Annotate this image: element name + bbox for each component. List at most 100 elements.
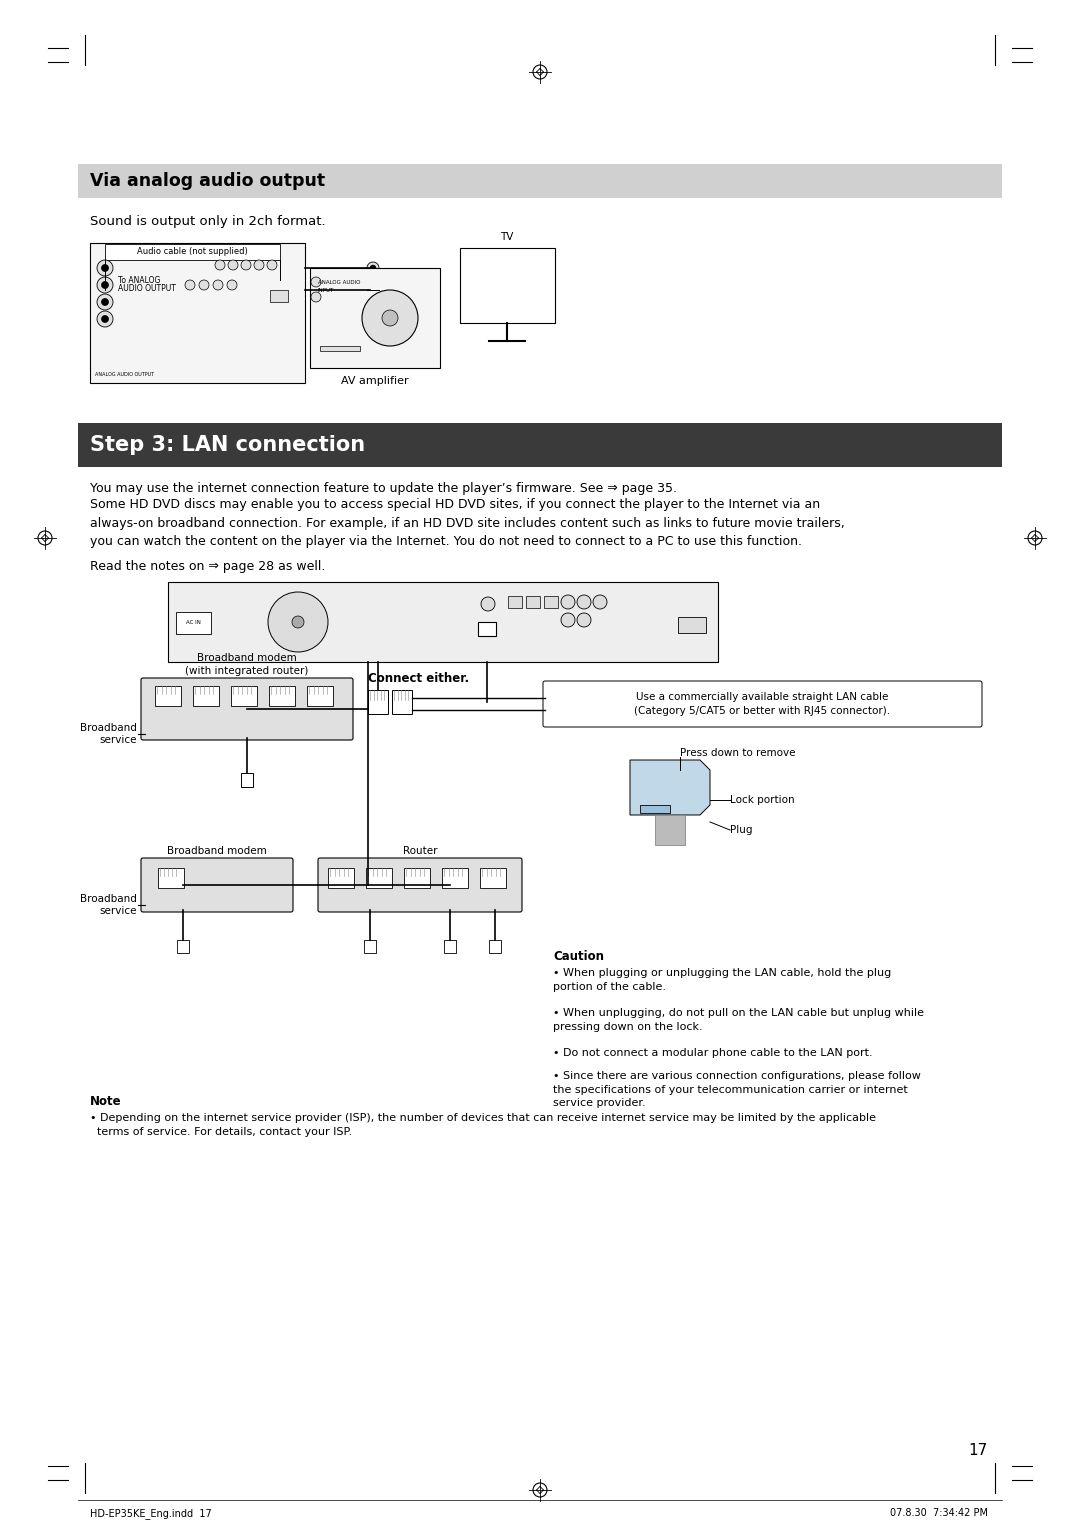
Bar <box>460 248 555 322</box>
Bar <box>366 868 392 888</box>
Text: Note: Note <box>90 1096 122 1108</box>
Text: INPUT: INPUT <box>318 287 334 293</box>
Text: Use a commercially available straight LAN cable
(Category 5/CAT5 or better with : Use a commercially available straight LA… <box>634 692 891 715</box>
Text: Read the notes on ⇒ page 28 as well.: Read the notes on ⇒ page 28 as well. <box>90 559 325 573</box>
Bar <box>156 686 181 706</box>
FancyBboxPatch shape <box>141 859 293 912</box>
Circle shape <box>267 260 276 270</box>
Text: AV amplifier: AV amplifier <box>341 376 409 387</box>
Text: Router: Router <box>403 847 437 856</box>
Text: AUDIO OUTPUT: AUDIO OUTPUT <box>118 284 176 293</box>
Circle shape <box>367 284 379 296</box>
Bar <box>678 617 706 633</box>
Bar <box>241 773 253 787</box>
Circle shape <box>102 264 108 272</box>
Bar <box>320 345 360 351</box>
Bar <box>640 805 670 813</box>
Circle shape <box>228 260 238 270</box>
Text: • Since there are various connection configurations, please follow
the specifica: • Since there are various connection con… <box>553 1071 921 1108</box>
Circle shape <box>382 310 399 325</box>
Bar <box>480 868 507 888</box>
Circle shape <box>561 594 575 610</box>
Circle shape <box>362 290 418 345</box>
Bar <box>105 244 280 260</box>
Circle shape <box>593 594 607 610</box>
Text: Plug: Plug <box>730 825 753 834</box>
Text: Via analog audio output: Via analog audio output <box>90 173 325 189</box>
Text: • Do not connect a modular phone cable to the LAN port.: • Do not connect a modular phone cable t… <box>553 1048 873 1057</box>
Bar <box>269 686 295 706</box>
Bar <box>489 940 501 953</box>
Circle shape <box>213 280 222 290</box>
Circle shape <box>215 260 225 270</box>
Bar <box>444 940 456 953</box>
Circle shape <box>102 298 108 306</box>
Bar <box>270 290 288 303</box>
Circle shape <box>577 613 591 626</box>
Text: To ANALOG: To ANALOG <box>118 277 160 286</box>
Bar <box>168 582 718 662</box>
Text: TV: TV <box>500 232 514 241</box>
Text: Lock portion: Lock portion <box>730 795 795 805</box>
Text: Caution: Caution <box>553 950 604 963</box>
Bar <box>78 163 1002 199</box>
Text: Audio cable (not supplied): Audio cable (not supplied) <box>137 248 248 257</box>
Bar <box>307 686 333 706</box>
Circle shape <box>311 277 321 287</box>
Text: Connect either.: Connect either. <box>368 672 469 685</box>
Circle shape <box>97 277 113 293</box>
Text: • When unplugging, do not pull on the LAN cable but unplug while
pressing down o: • When unplugging, do not pull on the LA… <box>553 1008 924 1031</box>
Text: 07.8.30  7:34:42 PM: 07.8.30 7:34:42 PM <box>890 1508 988 1517</box>
Bar <box>158 868 184 888</box>
Text: AC IN: AC IN <box>186 620 201 625</box>
Text: Broadband modem
(with integrated router): Broadband modem (with integrated router) <box>186 652 309 675</box>
FancyBboxPatch shape <box>141 678 353 740</box>
Bar <box>544 596 558 608</box>
Circle shape <box>97 260 113 277</box>
Polygon shape <box>630 759 710 814</box>
Circle shape <box>481 597 495 611</box>
Circle shape <box>577 594 591 610</box>
Circle shape <box>97 293 113 310</box>
Bar <box>508 596 522 608</box>
Circle shape <box>561 613 575 626</box>
Bar <box>526 596 540 608</box>
Bar <box>392 691 411 714</box>
Text: ANALOG AUDIO OUTPUT: ANALOG AUDIO OUTPUT <box>95 371 154 377</box>
Text: Some HD DVD discs may enable you to access special HD DVD sites, if you connect : Some HD DVD discs may enable you to acce… <box>90 498 845 549</box>
Text: 17: 17 <box>969 1442 988 1458</box>
Circle shape <box>241 260 251 270</box>
Bar <box>176 613 211 634</box>
Bar <box>404 868 430 888</box>
Text: Broadband
service: Broadband service <box>80 723 137 746</box>
FancyBboxPatch shape <box>543 681 982 727</box>
FancyBboxPatch shape <box>318 859 522 912</box>
Circle shape <box>97 312 113 327</box>
Bar <box>90 243 305 384</box>
Text: Broadband modem: Broadband modem <box>167 847 267 856</box>
Bar <box>193 686 219 706</box>
Circle shape <box>199 280 210 290</box>
Bar <box>364 940 376 953</box>
Bar <box>442 868 468 888</box>
Bar <box>177 940 189 953</box>
Circle shape <box>370 266 376 270</box>
Bar <box>310 267 440 368</box>
Text: Press down to remove: Press down to remove <box>680 749 796 758</box>
Text: Broadband
service: Broadband service <box>80 894 137 917</box>
Circle shape <box>370 287 376 292</box>
Circle shape <box>268 591 328 652</box>
Bar <box>478 622 496 636</box>
Text: ANALOG AUDIO: ANALOG AUDIO <box>318 280 361 286</box>
Circle shape <box>311 292 321 303</box>
Bar <box>654 814 685 845</box>
Text: You may use the internet connection feature to update the player’s firmware. See: You may use the internet connection feat… <box>90 481 677 495</box>
Circle shape <box>367 261 379 274</box>
Circle shape <box>292 616 303 628</box>
Text: Sound is output only in 2ch format.: Sound is output only in 2ch format. <box>90 215 326 228</box>
Bar <box>78 423 1002 468</box>
Circle shape <box>102 281 108 289</box>
Circle shape <box>227 280 237 290</box>
Text: • Depending on the internet service provider (ISP), the number of devices that c: • Depending on the internet service prov… <box>90 1112 876 1137</box>
Circle shape <box>254 260 264 270</box>
